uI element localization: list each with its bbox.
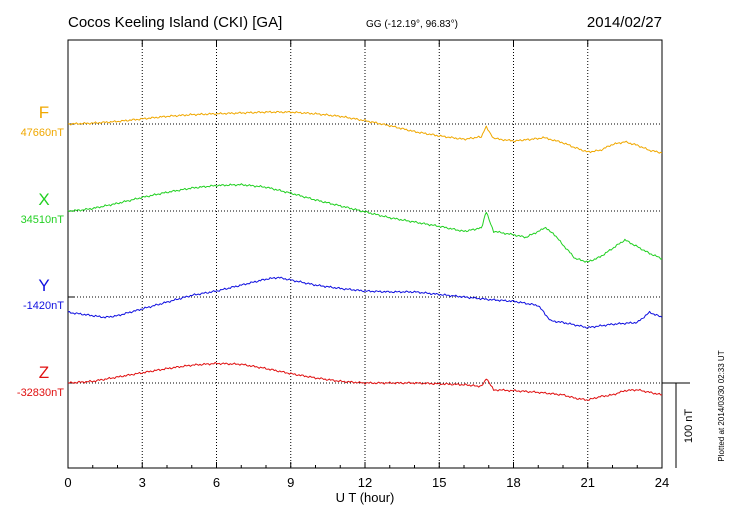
baseline-value-x: 34510nT xyxy=(21,214,65,226)
component-name-x: X xyxy=(38,190,49,209)
scale-bar: 100 nT xyxy=(662,382,695,468)
series-line-f xyxy=(67,110,663,154)
x-tick-label: 6 xyxy=(213,475,220,490)
scale-bar-label: 100 nT xyxy=(683,409,695,444)
component-labels: F 47660nT X 34510nT Y -1420nT Z -32830nT xyxy=(17,103,64,399)
series-line-y xyxy=(67,276,663,329)
x-tick-label: 15 xyxy=(432,475,446,490)
x-tick-label: 3 xyxy=(139,475,146,490)
x-tick-label: 9 xyxy=(287,475,294,490)
series-line-z xyxy=(67,361,662,401)
component-name-f: F xyxy=(39,103,49,122)
x-tick-label: 21 xyxy=(581,475,595,490)
baseline-value-z: -32830nT xyxy=(17,387,64,399)
x-axis-label: U T (hour) xyxy=(336,490,395,505)
component-name-z: Z xyxy=(39,363,49,382)
baseline-value-y: -1420nT xyxy=(23,300,64,312)
grid-lines xyxy=(68,40,662,468)
component-name-y: Y xyxy=(38,276,49,295)
station-title: Cocos Keeling Island (CKI) [GA] xyxy=(68,14,282,31)
x-tick-label: 18 xyxy=(506,475,520,490)
series-layer xyxy=(67,110,663,401)
station-coordinates: GG (-12.19°, 96.83°) xyxy=(366,19,458,30)
plotted-timestamp: Plotted at 2014/03/30 02:33 UT xyxy=(717,350,726,461)
x-tick-label: 0 xyxy=(64,475,71,490)
series-line-x xyxy=(67,183,663,263)
baseline-value-f: 47660nT xyxy=(21,127,65,139)
x-tick-label: 12 xyxy=(358,475,372,490)
date-label: 2014/02/27 xyxy=(587,14,662,31)
x-axis-ticks: 0 3 6 9 12 15 18 21 24 xyxy=(64,40,669,490)
x-tick-label: 24 xyxy=(655,475,669,490)
